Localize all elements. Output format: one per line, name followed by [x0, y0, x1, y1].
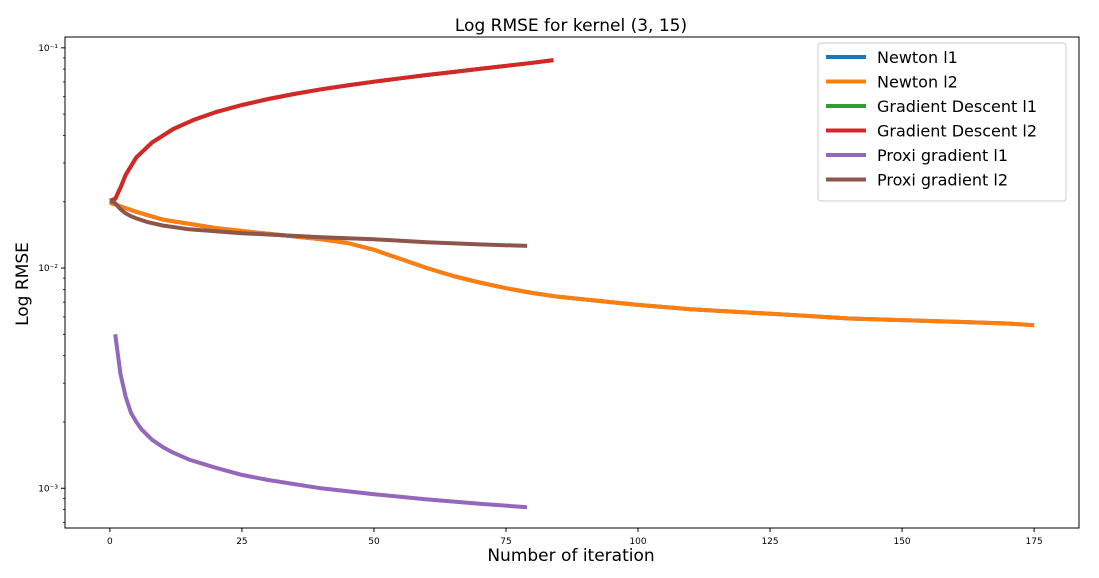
x-tick-label: 25: [236, 537, 247, 547]
chart-title: Log RMSE for kernel (3, 15): [455, 16, 687, 36]
plot-area: [64, 36, 1080, 529]
series-line-newton-l1: [109, 200, 1035, 328]
y-tick-label: 10⁻¹: [38, 44, 58, 54]
series-layer: [109, 58, 1035, 510]
x-tick-label: 175: [1026, 537, 1043, 547]
legend-label: Newton l1: [877, 48, 958, 67]
series-line-newton-l2: [109, 200, 1035, 328]
x-tick-label: 0: [107, 537, 113, 547]
legend-label: Proxi gradient l2: [877, 171, 1008, 190]
x-axis-label: Number of iteration: [487, 546, 654, 566]
series-line-proxi-gradient-l1: [113, 334, 528, 510]
x-tick-label: 125: [761, 537, 778, 547]
plot-frame: [64, 36, 1080, 529]
y-axis-label: Log RMSE: [13, 242, 33, 326]
legend-label: Newton l2: [877, 73, 958, 92]
legend-box: [817, 42, 1067, 202]
legend-label: Proxi gradient l1: [877, 146, 1008, 165]
x-tick-label: 75: [500, 537, 511, 547]
x-tick-label: 50: [368, 537, 380, 547]
y-tick-label: 10⁻²: [38, 264, 58, 274]
y-axis: 10⁻³ 10⁻² 10⁻¹: [38, 44, 65, 523]
series-line-gradient-descent-l2: [109, 58, 554, 203]
series-line-gradient-descent-l1: [109, 58, 554, 203]
legend: Newton l1 Newton l2 Gradient Descent l1 Gra…: [817, 42, 1067, 202]
legend-label: Gradient Descent l2: [877, 122, 1037, 141]
x-tick-label: 150: [893, 537, 910, 547]
series-line-proxi-gradient-l2: [109, 198, 528, 248]
x-axis: 0 25 50 75 100 125 150 175: [107, 528, 1043, 547]
x-tick-label: 100: [629, 537, 646, 547]
legend-label: Gradient Descent l1: [877, 97, 1037, 116]
y-tick-label: 10⁻³: [38, 484, 58, 494]
